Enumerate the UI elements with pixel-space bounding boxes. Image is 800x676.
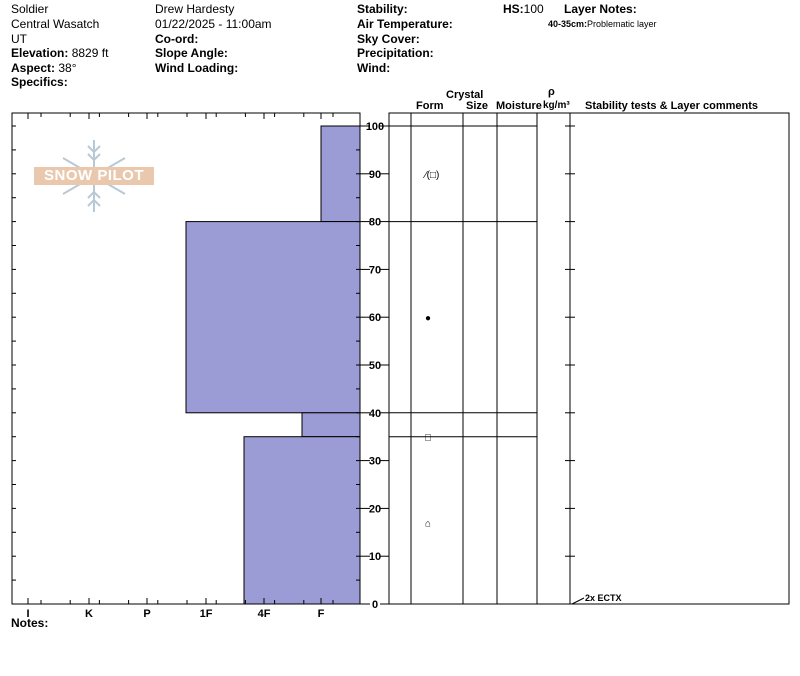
hs-value: 100 [523, 2, 544, 16]
grain-form-symbol: ⁄(□) [422, 170, 439, 181]
wind-loading-label: Wind Loading: [155, 61, 239, 75]
elevation-value: 8829 ft [71, 46, 109, 60]
slope-angle-label: Slope Angle: [155, 46, 228, 60]
height-tick-label: 50 [369, 360, 381, 372]
hardness-tick-label: K [85, 608, 93, 620]
moisture-header: Moisture [496, 100, 542, 112]
hardness-plot-frame [11, 112, 361, 605]
grain-form-symbol: □ [425, 433, 431, 444]
elevation-row: Elevation: 8829 ft [11, 46, 108, 60]
size-header: Size [466, 100, 489, 112]
crystal-header: Crystal [446, 89, 484, 101]
hardness-tick-label: F [318, 608, 325, 620]
hs-label: HS: [503, 2, 524, 16]
height-tick-label: 60 [369, 312, 381, 324]
stability-test-pointer [571, 597, 585, 605]
height-tick-label: 0 [372, 599, 378, 611]
elevation-label: Elevation: [11, 46, 69, 60]
height-tick-label: 40 [369, 408, 381, 420]
layer-note-depth: 40-35cm: [548, 19, 588, 29]
observer-name: Drew Hardesty [155, 2, 235, 16]
height-tick-label: 70 [369, 264, 381, 276]
stability-test-label: 2x ECTX [585, 593, 622, 603]
hardness-layer-bar [301, 412, 361, 438]
notes-label: Notes: [11, 616, 49, 630]
aspect-value: 38° [58, 61, 77, 75]
hardness-layer-bar [243, 436, 361, 605]
location-name: Soldier [11, 2, 49, 16]
observation-datetime: 01/22/2025 - 11:00am [155, 17, 272, 31]
hardness-layer-bar [185, 221, 361, 414]
layer-note: 40-35cm:Problematic layer [548, 19, 657, 30]
layer-table-frame [388, 112, 790, 605]
density-unit-header: kg/m³ [543, 100, 570, 111]
hardness-tick-label: 4F [258, 608, 271, 620]
hardness-tick-label: P [143, 608, 150, 620]
range-name: Central Wasatch [11, 17, 100, 31]
comments-header: Stability tests & Layer comments [585, 100, 759, 112]
wind-label: Wind: [357, 61, 391, 75]
snowpilot-logo: SNOW PILOT [32, 136, 156, 216]
height-tick-label: 10 [369, 551, 381, 563]
grain-form-symbol: ● [425, 313, 431, 324]
sky-cover-label: Sky Cover: [357, 32, 420, 46]
logo-text: SNOW PILOT [34, 167, 154, 185]
coord-label: Co-ord: [155, 32, 199, 46]
height-tick-label: 80 [369, 217, 381, 229]
height-tick-label: 20 [369, 503, 381, 515]
form-header: Form [416, 100, 444, 112]
aspect-label: Aspect: [11, 61, 56, 75]
rho-header: ρ [548, 86, 555, 98]
stability-label: Stability: [357, 2, 408, 16]
height-tick-label: 100 [366, 121, 384, 133]
air-temperature-label: Air Temperature: [357, 17, 453, 31]
hs-row: HS:100 [503, 2, 544, 16]
layer-note-text: Problematic layer [587, 19, 657, 29]
hardness-tick-label: 1F [200, 608, 213, 620]
grain-form-symbol: ⌂ [425, 519, 431, 530]
specifics-label: Specifics: [11, 75, 68, 89]
hardness-tick-label: I [26, 608, 29, 620]
precipitation-label: Precipitation: [357, 46, 434, 60]
layer-notes-label: Layer Notes: [564, 2, 637, 16]
state-name: UT [11, 32, 27, 46]
aspect-row: Aspect: 38° [11, 61, 77, 75]
height-tick-label: 30 [369, 456, 381, 468]
height-tick-label: 90 [369, 169, 381, 181]
hardness-layer-bar [320, 125, 361, 223]
